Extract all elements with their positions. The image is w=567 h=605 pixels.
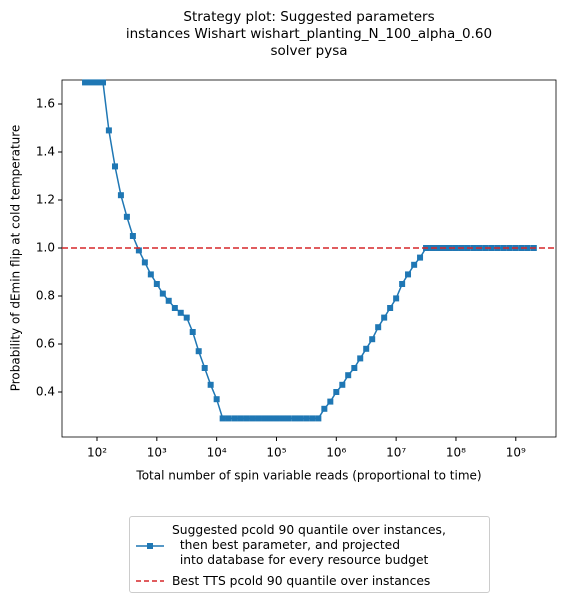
marker [309, 415, 316, 422]
marker [405, 271, 412, 278]
marker [100, 79, 107, 86]
marker [171, 305, 178, 311]
marker [417, 254, 424, 261]
x-tick-label: 10⁷ [386, 446, 406, 460]
marker [345, 372, 352, 379]
marker [387, 305, 394, 311]
marker [273, 415, 280, 422]
marker [243, 415, 250, 422]
marker [399, 281, 406, 287]
legend-label: Best TTS pcold 90 quantile over instance… [172, 574, 431, 588]
y-tick-label: 1.4 [36, 145, 55, 159]
marker [255, 415, 262, 422]
marker [88, 79, 95, 86]
x-tick-label: 10³ [147, 446, 167, 460]
marker [524, 245, 531, 251]
y-tick-label: 1.2 [36, 193, 55, 207]
marker [165, 297, 172, 304]
marker [153, 281, 160, 287]
marker [357, 355, 364, 362]
marker [213, 396, 220, 403]
y-tick-label: 0.4 [36, 385, 55, 399]
legend: Suggested pcold 90 quantile over instanc… [129, 516, 490, 593]
y-tick-label: 0.6 [36, 337, 55, 351]
y-axis-label: Probability of dEmin flip at cold temper… [9, 125, 23, 392]
marker [470, 245, 477, 251]
marker [351, 365, 358, 371]
y-tick-label: 1.0 [36, 241, 55, 255]
marker [327, 398, 334, 405]
marker [452, 245, 459, 251]
marker [393, 295, 400, 302]
marker [195, 348, 202, 355]
marker [219, 415, 226, 422]
plot-frame [61, 79, 557, 438]
marker [381, 314, 388, 321]
x-tick-label: 10⁵ [266, 446, 286, 460]
marker [105, 127, 112, 134]
marker [333, 389, 340, 395]
legend-label: Suggested pcold 90 quantile over instanc… [172, 523, 446, 567]
marker [231, 415, 238, 422]
marker [159, 290, 166, 297]
y-tick-label: 0.8 [36, 289, 55, 303]
chart-title: instances Wishart wishart_planting_N_100… [126, 26, 492, 42]
marker [285, 415, 292, 422]
marker [261, 415, 268, 422]
marker [189, 329, 196, 335]
marker [183, 314, 190, 321]
marker [94, 79, 101, 86]
marker [237, 415, 244, 422]
x-tick-label: 10² [87, 446, 107, 460]
x-tick-label: 10⁸ [446, 446, 466, 460]
marker [207, 381, 214, 388]
marker [506, 245, 513, 251]
marker [225, 415, 232, 422]
marker [411, 261, 418, 268]
marker [363, 345, 370, 352]
marker [249, 415, 256, 422]
marker [321, 405, 328, 412]
marker [112, 163, 119, 170]
y-tick-label: 1.6 [36, 97, 55, 111]
x-tick-label: 10⁴ [207, 446, 227, 460]
marker [435, 245, 442, 251]
legend-marker [147, 543, 153, 549]
marker [315, 415, 322, 422]
marker [177, 309, 184, 316]
marker [375, 324, 382, 331]
marker [129, 233, 136, 239]
marker [201, 365, 208, 371]
marker [267, 415, 274, 422]
marker [123, 213, 130, 220]
marker [369, 336, 376, 343]
marker [147, 271, 154, 278]
marker [279, 415, 286, 422]
marker [303, 415, 310, 422]
marker [117, 192, 124, 199]
x-tick-label: 10⁹ [506, 446, 526, 460]
marker [291, 415, 298, 422]
chart-title: solver pysa [270, 43, 347, 59]
legend-symbol [136, 543, 164, 549]
marker [339, 381, 346, 388]
marker [297, 415, 304, 422]
marker [488, 245, 495, 251]
x-tick-label: 10⁶ [326, 446, 346, 460]
x-axis-label: Total number of spin variable reads (pro… [135, 469, 481, 483]
marker [82, 79, 89, 86]
chart-title: Strategy plot: Suggested parameters [183, 9, 434, 25]
marker [135, 247, 142, 254]
legend-symbol [136, 580, 164, 582]
marker [141, 259, 148, 266]
